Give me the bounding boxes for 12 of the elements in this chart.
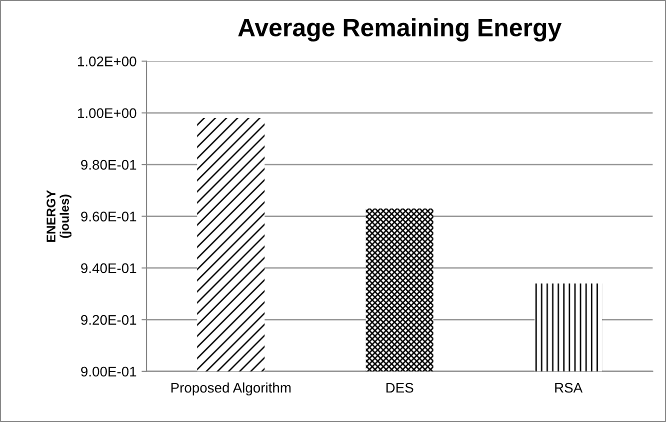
x-tick-label: RSA bbox=[555, 382, 583, 393]
x-tick-label: DES bbox=[386, 382, 414, 393]
y-tick-label: 9.00E-01 bbox=[81, 366, 136, 377]
y-tick-label: 9.20E-01 bbox=[81, 315, 136, 325]
y-tick-label: 9.80E-01 bbox=[81, 160, 136, 170]
y-tick-label: 1.02E+00 bbox=[78, 56, 136, 66]
x-tick-label: Proposed Algorithm bbox=[171, 382, 291, 396]
chart-title: Average Remaining Energy bbox=[238, 18, 562, 42]
y-tick-label: 9.60E-01 bbox=[81, 212, 136, 222]
y-tick-label: 9.40E-01 bbox=[81, 263, 136, 274]
y-axis-title: ENERGY (joules) bbox=[46, 190, 72, 242]
y-tick-label: 1.00E+00 bbox=[78, 108, 136, 118]
